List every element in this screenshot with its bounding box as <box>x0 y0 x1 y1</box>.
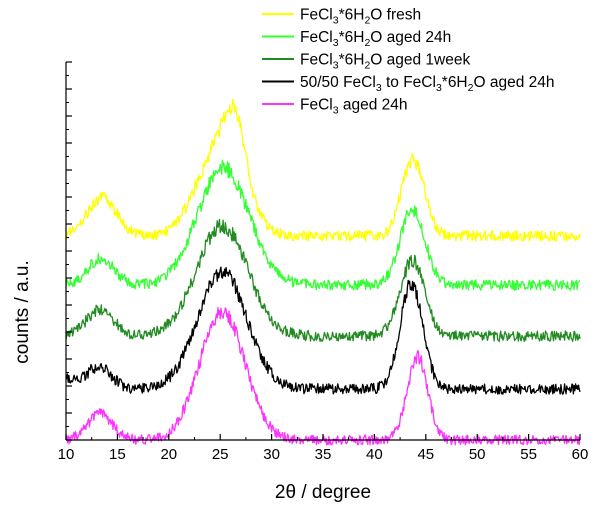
legend-text-part: *6H <box>442 74 468 91</box>
legend-subscript: 3 <box>333 15 339 27</box>
legend-subscript: 2 <box>468 82 474 94</box>
legend-text-part: FeCl <box>300 7 333 24</box>
x-tick-label: 10 <box>58 446 75 463</box>
x-ticks: 10 15 20 25 30 35 40 45 50 55 60 <box>58 434 589 463</box>
legend-text-part: FeCl <box>300 29 333 46</box>
x-tick-label: 20 <box>160 446 177 463</box>
legend-text-part: O aged 24h <box>370 29 451 46</box>
y-ticks <box>66 61 72 441</box>
legend-label-2: FeCl3*6H2O aged 24h <box>300 29 451 49</box>
legend-subscript: 3 <box>333 37 339 49</box>
legend-subscript: 2 <box>364 60 370 72</box>
legend-label-1: FeCl3*6H2O fresh <box>300 7 421 27</box>
x-tick-label: 30 <box>263 446 280 463</box>
series-line-4 <box>65 266 581 395</box>
legend-text-part: O fresh <box>370 7 421 24</box>
series-line-2 <box>65 159 581 291</box>
y-axis-title: counts / a.u. <box>12 260 33 364</box>
legend-subscript: 3 <box>333 105 339 117</box>
legend-text-part: aged 24h <box>339 97 408 114</box>
series-line-1 <box>65 98 581 242</box>
legend-text-part: O aged 1week <box>370 52 470 69</box>
legend-text-part: *6H <box>339 7 365 24</box>
legend-subscript: 3 <box>333 60 339 72</box>
legend-text-part: *6H <box>339 52 365 69</box>
legend-text-part: FeCl <box>300 52 333 69</box>
x-axis-title: 2θ / degree <box>275 482 371 503</box>
x-tick-label: 50 <box>469 446 486 463</box>
series-line-3 <box>65 218 581 342</box>
legend-text-part: O aged 24h <box>473 74 554 91</box>
legend-text-part: to FeCl <box>382 74 436 91</box>
legend-subscript: 2 <box>364 37 370 49</box>
legend-label-4: 50/50 FeCl3 to FeCl3*6H2O aged 24h <box>300 74 555 94</box>
legend-text-part: *6H <box>339 29 365 46</box>
legend-label-5: FeCl3 aged 24h <box>300 97 408 117</box>
legend-label-3: FeCl3*6H2O aged 1week <box>300 52 470 72</box>
legend-text-part: FeCl <box>300 97 333 114</box>
x-tick-label: 40 <box>366 446 383 463</box>
legend-text-part: 50/50 FeCl <box>300 74 376 91</box>
x-tick-label: 25 <box>212 446 229 463</box>
x-tick-label: 35 <box>315 446 332 463</box>
x-tick-label: 45 <box>417 446 434 463</box>
legend-subscript: 3 <box>436 82 442 94</box>
x-tick-label: 55 <box>520 446 537 463</box>
series-line-5 <box>65 307 581 446</box>
legend-subscript: 2 <box>364 15 370 27</box>
x-tick-label: 60 <box>572 446 589 463</box>
legend-subscript: 3 <box>376 82 382 94</box>
x-tick-label: 15 <box>109 446 126 463</box>
series-layer <box>65 98 581 446</box>
